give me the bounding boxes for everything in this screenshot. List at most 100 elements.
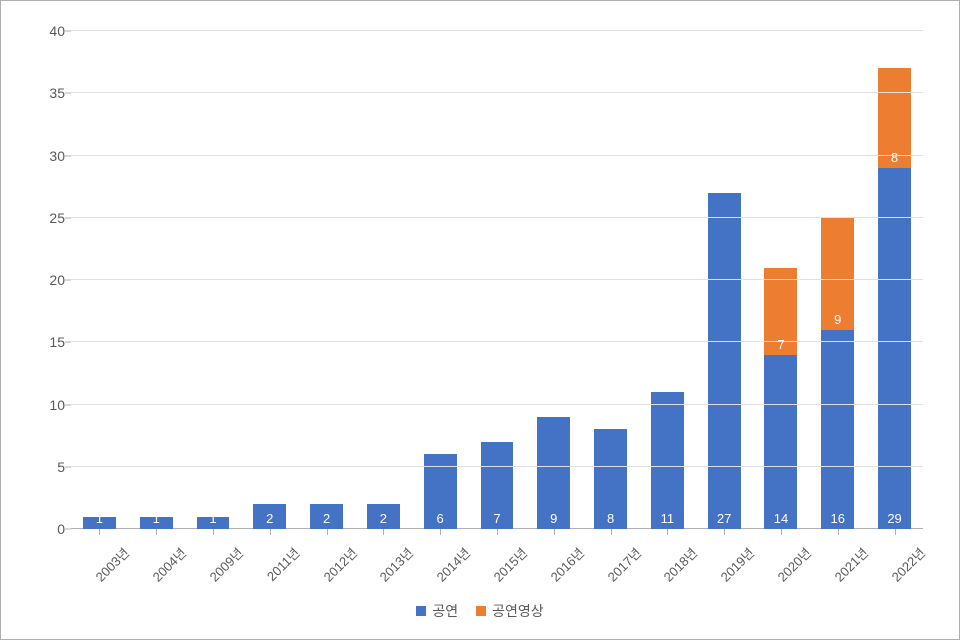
bar-spacer (537, 31, 570, 417)
bar-segment: 9 (537, 417, 570, 529)
bar: 6 (424, 31, 457, 529)
bar-segment: 14 (764, 355, 797, 529)
bar-segment: 27 (708, 193, 741, 529)
bar-spacer (83, 31, 116, 517)
bar-group: 62014년 (412, 31, 469, 529)
x-tick-label: 2018년 (659, 543, 701, 585)
x-tick-mark (895, 529, 896, 535)
bar-group: 12004년 (128, 31, 185, 529)
legend: 공연 공연영상 (1, 601, 959, 621)
y-tick-mark (65, 31, 71, 32)
y-tick-mark (65, 93, 71, 94)
y-tick-mark (65, 529, 71, 530)
bar-segment: 16 (821, 330, 854, 529)
bar-spacer (424, 31, 457, 454)
bar-group: 72015년 (469, 31, 526, 529)
bar-group: 2982022년 (866, 31, 923, 529)
y-tick-label: 10 (27, 397, 65, 413)
x-tick-mark (327, 529, 328, 535)
bar: 2 (310, 31, 343, 529)
bar-group: 112018년 (639, 31, 696, 529)
bar-value-label: 29 (887, 511, 901, 526)
y-tick-mark (65, 280, 71, 281)
bar: 11 (651, 31, 684, 529)
bar-value-label: 7 (777, 337, 784, 352)
gridline (71, 279, 923, 280)
bar-group: 92016년 (525, 31, 582, 529)
y-tick-label: 15 (27, 334, 65, 350)
bar-value-label: 9 (834, 312, 841, 327)
bar-value-label: 8 (891, 150, 898, 165)
legend-item: 공연 (416, 601, 458, 621)
bar-group: 12009년 (185, 31, 242, 529)
bar: 7 (481, 31, 514, 529)
bar-group: 22011년 (241, 31, 298, 529)
y-tick-mark (65, 466, 71, 467)
x-tick-mark (270, 529, 271, 535)
x-tick-label: 2017년 (602, 543, 644, 585)
y-tick-mark (65, 155, 71, 156)
y-tick-mark (65, 342, 71, 343)
x-tick-mark (99, 529, 100, 535)
bar-segment: 11 (651, 392, 684, 529)
x-tick-label: 2014년 (432, 543, 474, 585)
x-tick-label: 2011년 (262, 543, 304, 585)
gridline (71, 341, 923, 342)
x-tick-label: 2022년 (886, 543, 928, 585)
gridline (71, 30, 923, 31)
bar-group: 22012년 (298, 31, 355, 529)
bar: 169 (821, 31, 854, 529)
x-tick-label: 2012년 (318, 543, 360, 585)
bar-group: 1692021년 (809, 31, 866, 529)
bar-group: 1472020년 (753, 31, 810, 529)
gridline (71, 92, 923, 93)
bar-value-label: 7 (493, 511, 500, 526)
bar-value-label: 14 (774, 511, 788, 526)
bar: 27 (708, 31, 741, 529)
y-tick-label: 30 (27, 148, 65, 164)
bar-segment: 2 (253, 504, 286, 529)
bar-spacer (140, 31, 173, 517)
bar-segment: 1 (197, 517, 230, 529)
x-tick-label: 2019년 (716, 543, 758, 585)
plot-area: 12003년12004년12009년22011년22012년22013년6201… (71, 31, 923, 529)
bar-value-label: 1 (209, 511, 216, 526)
y-tick-label: 5 (27, 459, 65, 475)
bar-value-label: 2 (323, 511, 330, 526)
bar-value-label: 11 (661, 511, 675, 526)
bar: 2 (367, 31, 400, 529)
bar-group: 12003년 (71, 31, 128, 529)
bar-spacer (367, 31, 400, 504)
x-tick-label: 2021년 (829, 543, 871, 585)
bar-spacer (594, 31, 627, 429)
bar-value-label: 2 (380, 511, 387, 526)
bar-segment: 9 (821, 218, 854, 330)
x-tick-label: 2009년 (205, 543, 247, 585)
y-tick-label: 25 (27, 210, 65, 226)
bar-group: 272019년 (696, 31, 753, 529)
bar: 1 (83, 31, 116, 529)
bar-spacer (878, 31, 911, 68)
bars-area: 12003년12004년12009년22011년22012년22013년6201… (71, 31, 923, 529)
bar-value-label: 9 (550, 511, 557, 526)
gridline (71, 155, 923, 156)
bar-spacer (821, 31, 854, 218)
y-tick-mark (65, 404, 71, 405)
bar-segment: 8 (594, 429, 627, 529)
x-tick-label: 2020년 (772, 543, 814, 585)
bar-spacer (764, 31, 797, 268)
bar-value-label: 2 (266, 511, 273, 526)
y-tick-label: 40 (27, 23, 65, 39)
gridline (71, 466, 923, 467)
x-tick-mark (440, 529, 441, 535)
x-tick-label: 2003년 (91, 543, 133, 585)
bar-group: 22013년 (355, 31, 412, 529)
y-tick-label: 35 (27, 85, 65, 101)
bar: 1 (140, 31, 173, 529)
bar-spacer (651, 31, 684, 392)
x-tick-mark (781, 529, 782, 535)
bar: 8 (594, 31, 627, 529)
x-tick-mark (611, 529, 612, 535)
legend-label: 공연영상 (492, 601, 544, 621)
x-tick-label: 2004년 (148, 543, 190, 585)
